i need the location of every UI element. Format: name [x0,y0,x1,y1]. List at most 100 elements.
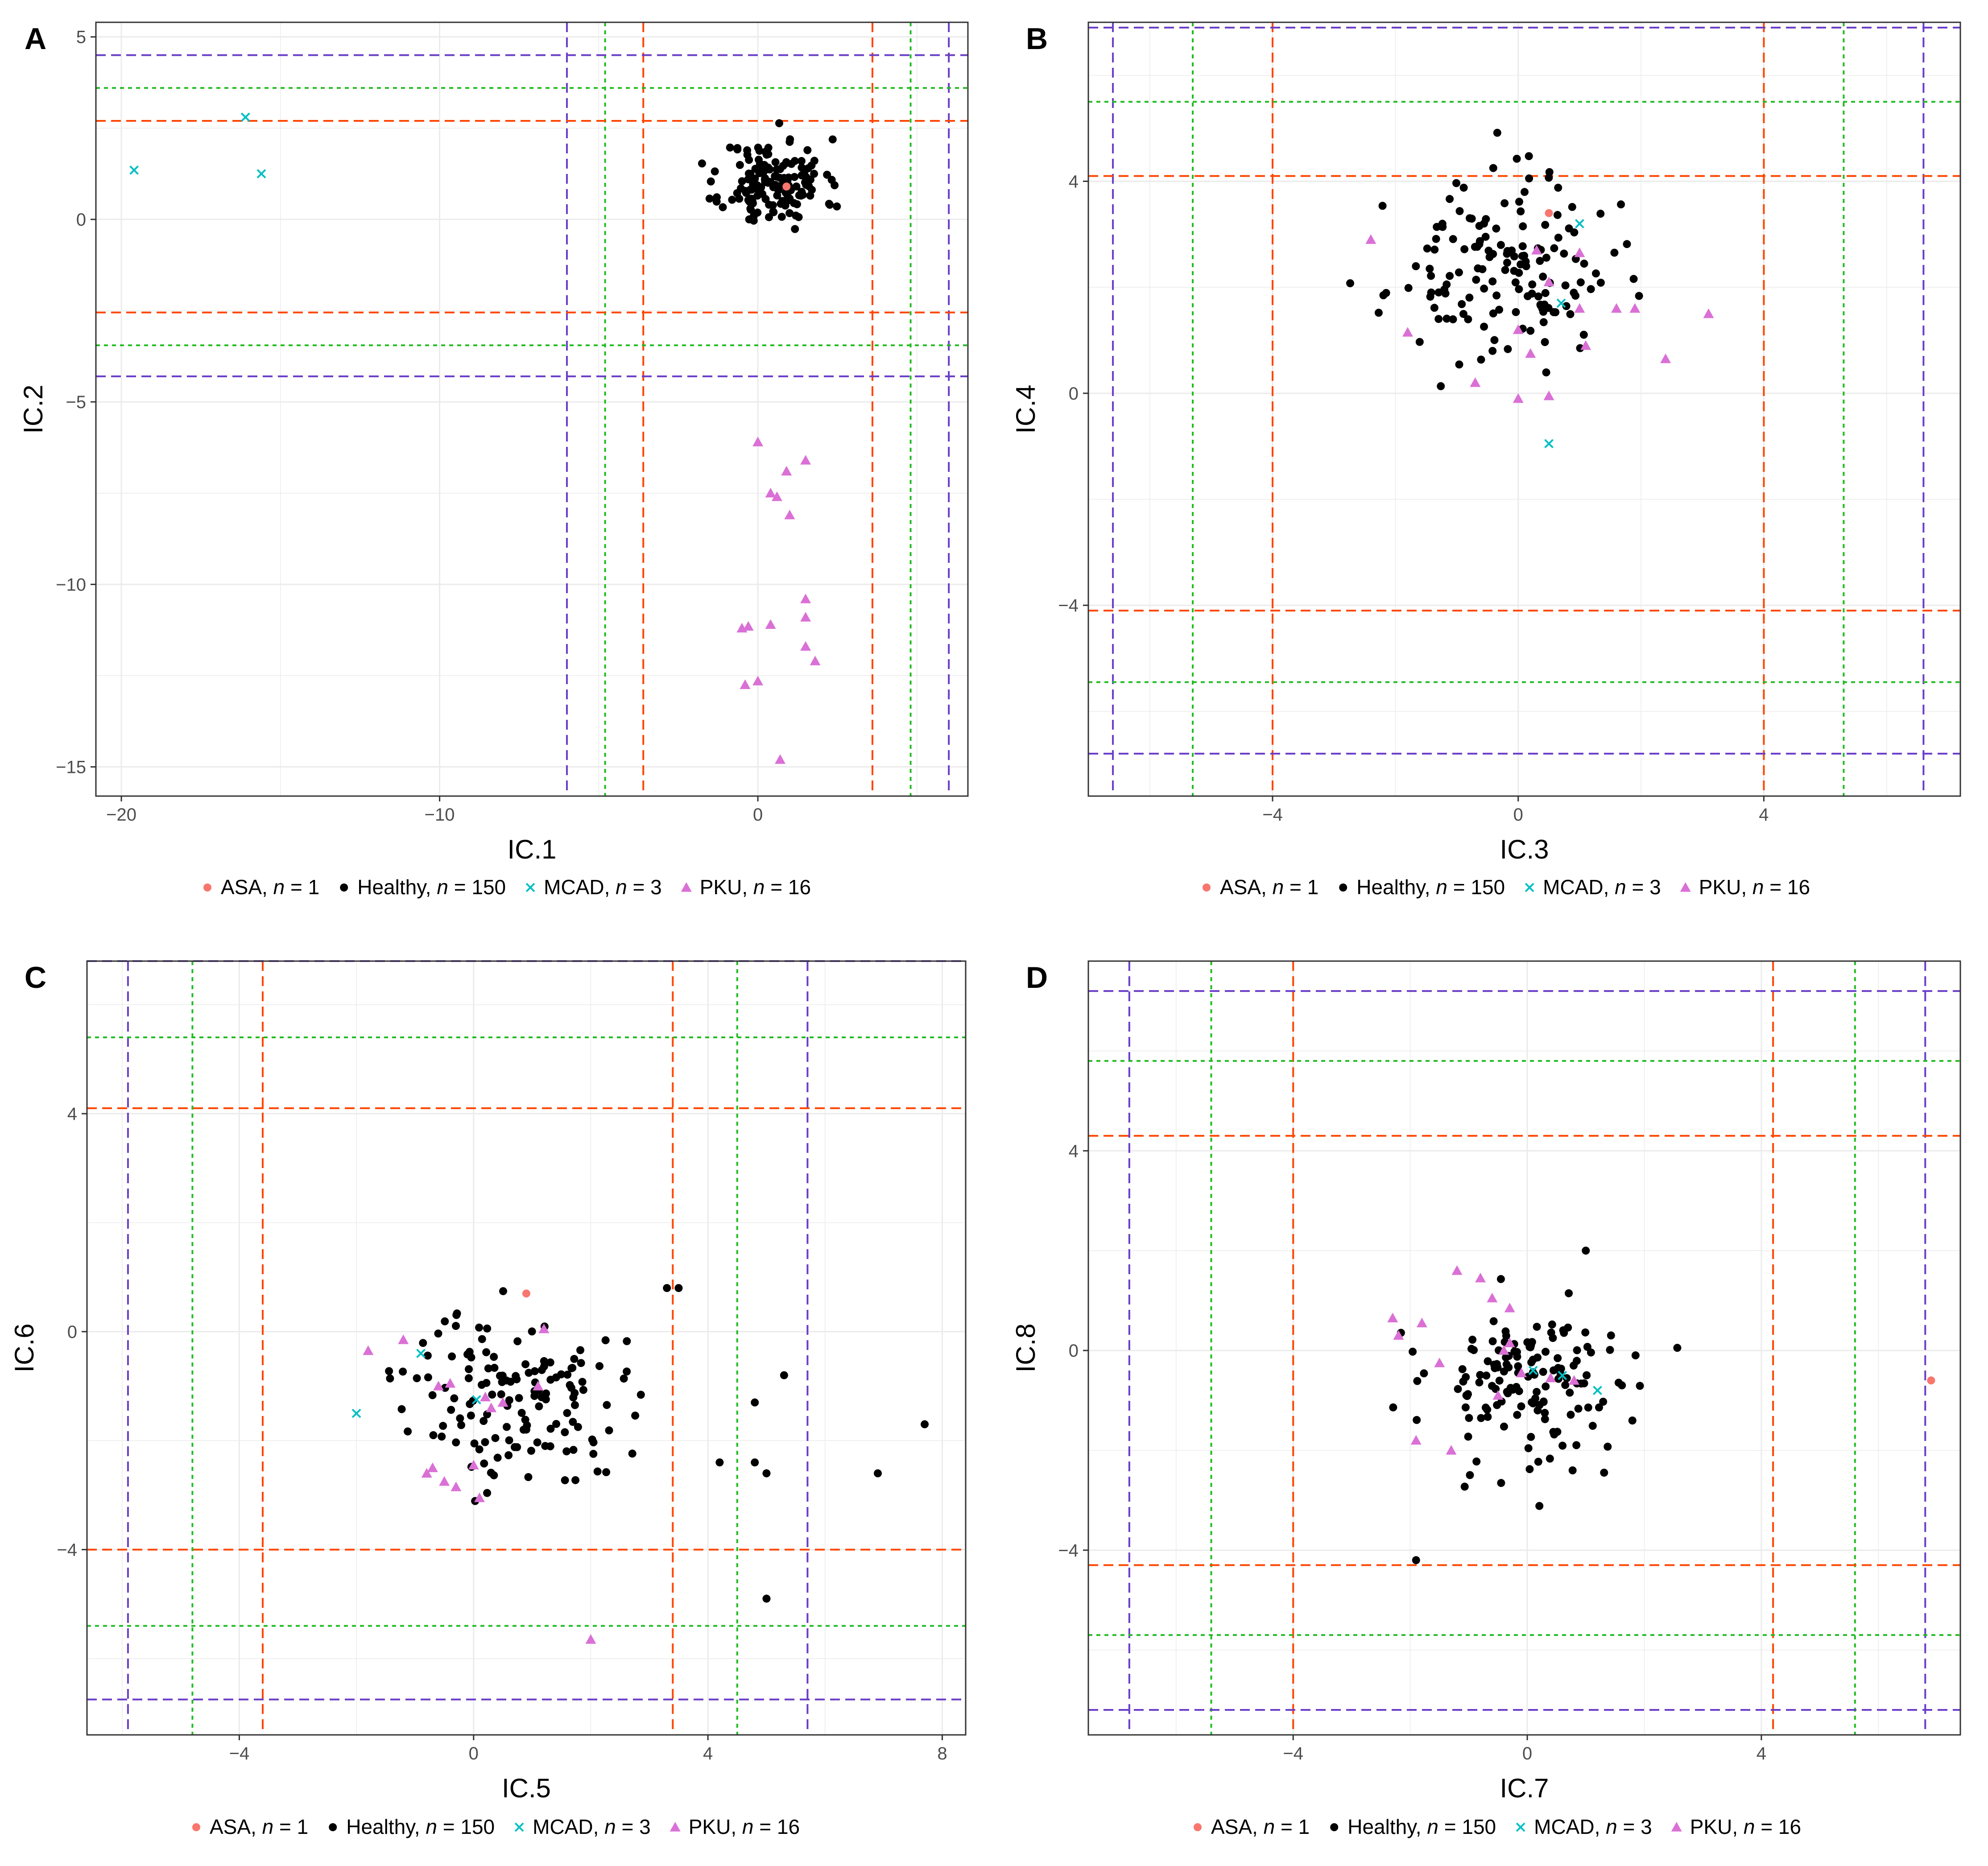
legend-label-mcad: MCAD, n = 3 [1543,875,1661,899]
point-healthy [1374,309,1383,317]
y-tick-label: −10 [56,575,86,594]
point-healthy [563,1371,572,1379]
point-pku [1580,340,1591,350]
point-healthy [771,172,779,180]
point-healthy [1571,292,1580,300]
point-healthy [1527,1341,1535,1350]
legend-label-pku: PKU, n = 16 [689,1815,800,1838]
point-healthy [429,1431,438,1440]
point-pku [810,656,821,665]
legend-label-healthy: Healthy, n = 150 [357,875,506,899]
point-healthy [1455,268,1463,277]
point-healthy [1554,1354,1562,1362]
point-healthy [1636,1382,1644,1390]
point-healthy [631,1412,640,1420]
point-healthy [1576,344,1584,352]
point-healthy [1596,278,1605,287]
point-healthy [515,1394,523,1402]
point-healthy [1389,1403,1397,1412]
point-healthy [1432,235,1440,243]
legend-key-healthy [329,1823,337,1831]
point-pku [775,754,786,764]
x-tick-label: 4 [1757,1744,1766,1763]
data-points [1346,128,1714,449]
point-healthy [385,1367,393,1375]
point-healthy [1541,338,1549,347]
point-healthy [1513,1411,1521,1419]
point-healthy [751,1458,759,1467]
point-healthy [1518,252,1526,260]
point-healthy [921,1420,929,1428]
point-healthy [1566,1388,1574,1397]
point-healthy [1526,326,1535,335]
point-healthy [521,1416,529,1424]
point-pku [445,1378,456,1388]
point-pku [1513,324,1524,334]
x-tick-label: 0 [469,1744,479,1763]
point-healthy [1512,308,1520,316]
point-pku [752,437,764,446]
point-healthy [1542,368,1550,377]
plot-background [87,961,966,1735]
point-healthy [578,1378,587,1386]
x-tick-label: 0 [1522,1744,1532,1763]
point-healthy [605,1426,613,1435]
point-healthy [1604,1442,1612,1451]
point-healthy [1528,289,1536,298]
point-healthy [806,191,814,200]
point-healthy [404,1427,412,1436]
y-axis-title: IC.4 [1011,384,1041,433]
point-healthy [1467,1345,1476,1353]
point-pku [784,509,795,520]
legend-label-mcad: MCAD, n = 3 [533,1815,651,1838]
point-healthy [766,178,775,186]
point-healthy [503,1423,511,1431]
point-pku [451,1482,462,1491]
point-healthy [1460,1482,1469,1491]
point-healthy [777,199,785,208]
legend-label-asa: ASA, n = 1 [210,1815,308,1838]
point-healthy [1573,1346,1581,1354]
point-healthy [481,1438,489,1446]
point-mcad [1544,439,1554,449]
point-healthy [1472,276,1480,284]
point-healthy [1522,262,1530,270]
legend-label-healthy: Healthy, n = 150 [1356,875,1505,899]
point-healthy [546,1358,554,1366]
point-healthy [1572,1441,1581,1449]
point-healthy [1533,1387,1541,1396]
point-healthy [569,1393,578,1402]
point-healthy [1449,315,1457,323]
point-pku [1365,234,1376,244]
point-healthy [1472,1457,1481,1466]
point-healthy [790,173,799,181]
point-healthy [1534,292,1542,301]
data-points [351,1284,929,1644]
legend-key-asa [203,883,211,892]
point-pku [765,619,776,629]
point-healthy [1465,1414,1473,1422]
point-pku [398,1334,409,1344]
point-healthy [1533,1322,1541,1331]
point-asa [1545,209,1553,217]
point-pku [468,1460,479,1470]
point-healthy [698,159,706,168]
point-healthy [760,161,768,169]
point-healthy [1378,202,1387,210]
point-pku [1545,1372,1556,1383]
point-healthy [1558,1441,1567,1450]
point-healthy [1548,1320,1556,1329]
point-healthy [1462,1373,1470,1381]
point-healthy [453,1309,461,1318]
point-healthy [490,1471,498,1479]
point-healthy [1542,253,1550,262]
point-pku [433,1381,444,1391]
point-healthy [775,119,783,128]
point-healthy [787,160,796,168]
point-healthy [1484,1412,1492,1421]
point-healthy [1568,1466,1577,1474]
point-healthy [1483,1405,1492,1414]
point-healthy [528,1327,536,1336]
point-healthy [419,1339,427,1347]
